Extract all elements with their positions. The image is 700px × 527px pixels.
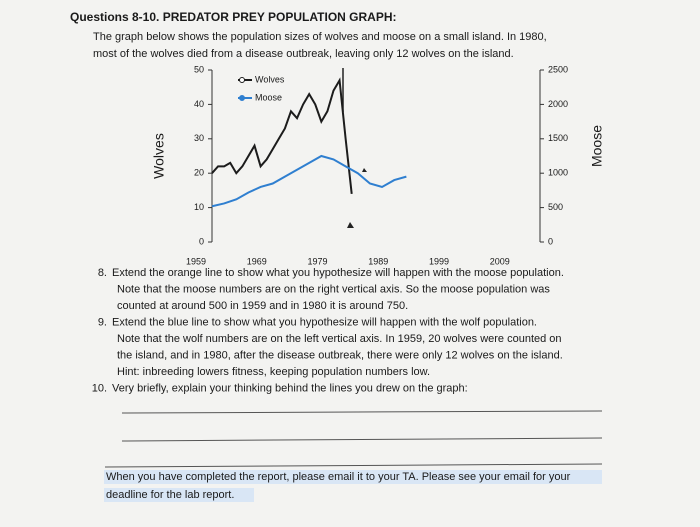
intro-line: The graph below shows the population siz… bbox=[93, 31, 547, 43]
y-tick-label: 10 bbox=[194, 202, 204, 212]
legend-marker bbox=[239, 95, 245, 101]
question-line: Note that the wolf numbers are on the le… bbox=[117, 333, 562, 345]
y2-axis-title: Moose bbox=[589, 125, 605, 167]
y-tick-label: 20 bbox=[194, 168, 204, 178]
question-line: Hint: inbreeding lowers fitness, keeping… bbox=[117, 366, 430, 378]
answer-line bbox=[121, 437, 603, 442]
question-line: counted at around 500 in 1959 and in 198… bbox=[117, 300, 408, 312]
footer-line: deadline for the lab report. bbox=[106, 489, 234, 501]
legend-label: Wolves bbox=[255, 74, 285, 84]
intro-line: most of the wolves died from a disease o… bbox=[93, 48, 514, 60]
series-line bbox=[211, 154, 407, 208]
x-tick-label: 1989 bbox=[368, 256, 388, 266]
question-line: the island, and in 1980, after the disea… bbox=[117, 349, 563, 361]
legend-marker bbox=[239, 77, 245, 83]
footer-line: When you have completed the report, plea… bbox=[106, 471, 571, 483]
question-number: 10. bbox=[92, 382, 107, 394]
question-line: Extend the blue line to show what you hy… bbox=[112, 316, 537, 328]
x-tick-label: 1959 bbox=[186, 256, 206, 266]
question-line: Very briefly, explain your thinking behi… bbox=[112, 382, 468, 394]
y2-tick-label: 2000 bbox=[548, 99, 568, 109]
arrow bbox=[362, 168, 367, 172]
y2-tick-label: 2500 bbox=[548, 64, 568, 74]
series-line bbox=[211, 77, 353, 194]
y2-tick-label: 1000 bbox=[548, 168, 568, 178]
arrow bbox=[347, 222, 354, 228]
question-number: 8. bbox=[98, 267, 107, 279]
y-tick-label: 50 bbox=[194, 64, 204, 74]
question-line: Extend the orange line to show what you … bbox=[112, 267, 564, 279]
footer-highlight bbox=[104, 488, 254, 502]
answer-line bbox=[121, 410, 603, 414]
answer-line bbox=[104, 463, 603, 468]
question-line: Note that the moose numbers are on the r… bbox=[117, 283, 550, 295]
question-number: 9. bbox=[98, 316, 107, 328]
y-tick-label: 0 bbox=[199, 236, 204, 246]
legend-label: Moose bbox=[255, 92, 282, 102]
y-tick-label: 30 bbox=[194, 133, 204, 143]
y2-tick-label: 1500 bbox=[548, 133, 568, 143]
x-tick-label: 1999 bbox=[429, 256, 449, 266]
y-tick-label: 40 bbox=[194, 99, 204, 109]
y-axis-title: Wolves bbox=[151, 133, 167, 179]
footer-highlight bbox=[104, 470, 602, 484]
x-tick-label: 1969 bbox=[247, 256, 267, 266]
x-tick-label: 1979 bbox=[307, 256, 327, 266]
y2-tick-label: 0 bbox=[548, 236, 553, 246]
x-tick-label: 2009 bbox=[490, 256, 510, 266]
y2-tick-label: 500 bbox=[548, 202, 563, 212]
header-title: Questions 8-10. PREDATOR PREY POPULATION… bbox=[70, 10, 397, 24]
